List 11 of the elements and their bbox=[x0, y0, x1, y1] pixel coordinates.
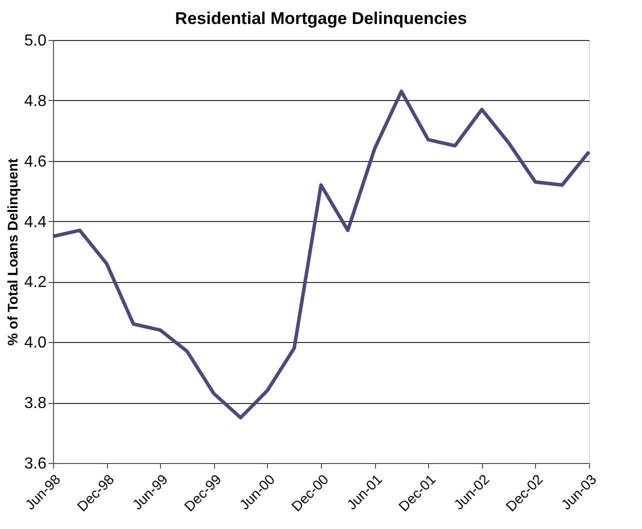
y-tick-label: 4.8 bbox=[24, 92, 47, 110]
y-tick-label: 4.2 bbox=[24, 274, 47, 292]
line-series bbox=[51, 90, 591, 420]
y-tick-label: 4.6 bbox=[24, 153, 47, 170]
chart-title: Residential Mortgage Delinquencies bbox=[175, 9, 467, 28]
y-axis-title: % of Total Loans Delinquent bbox=[4, 158, 20, 346]
y-tick-label: 4.4 bbox=[24, 214, 47, 231]
y-tick-label: 5.0 bbox=[24, 32, 47, 50]
y-tick-label: 3.6 bbox=[24, 456, 47, 472]
y-tick-label: 4.0 bbox=[24, 334, 47, 352]
y-tick-label: 3.8 bbox=[24, 395, 47, 412]
